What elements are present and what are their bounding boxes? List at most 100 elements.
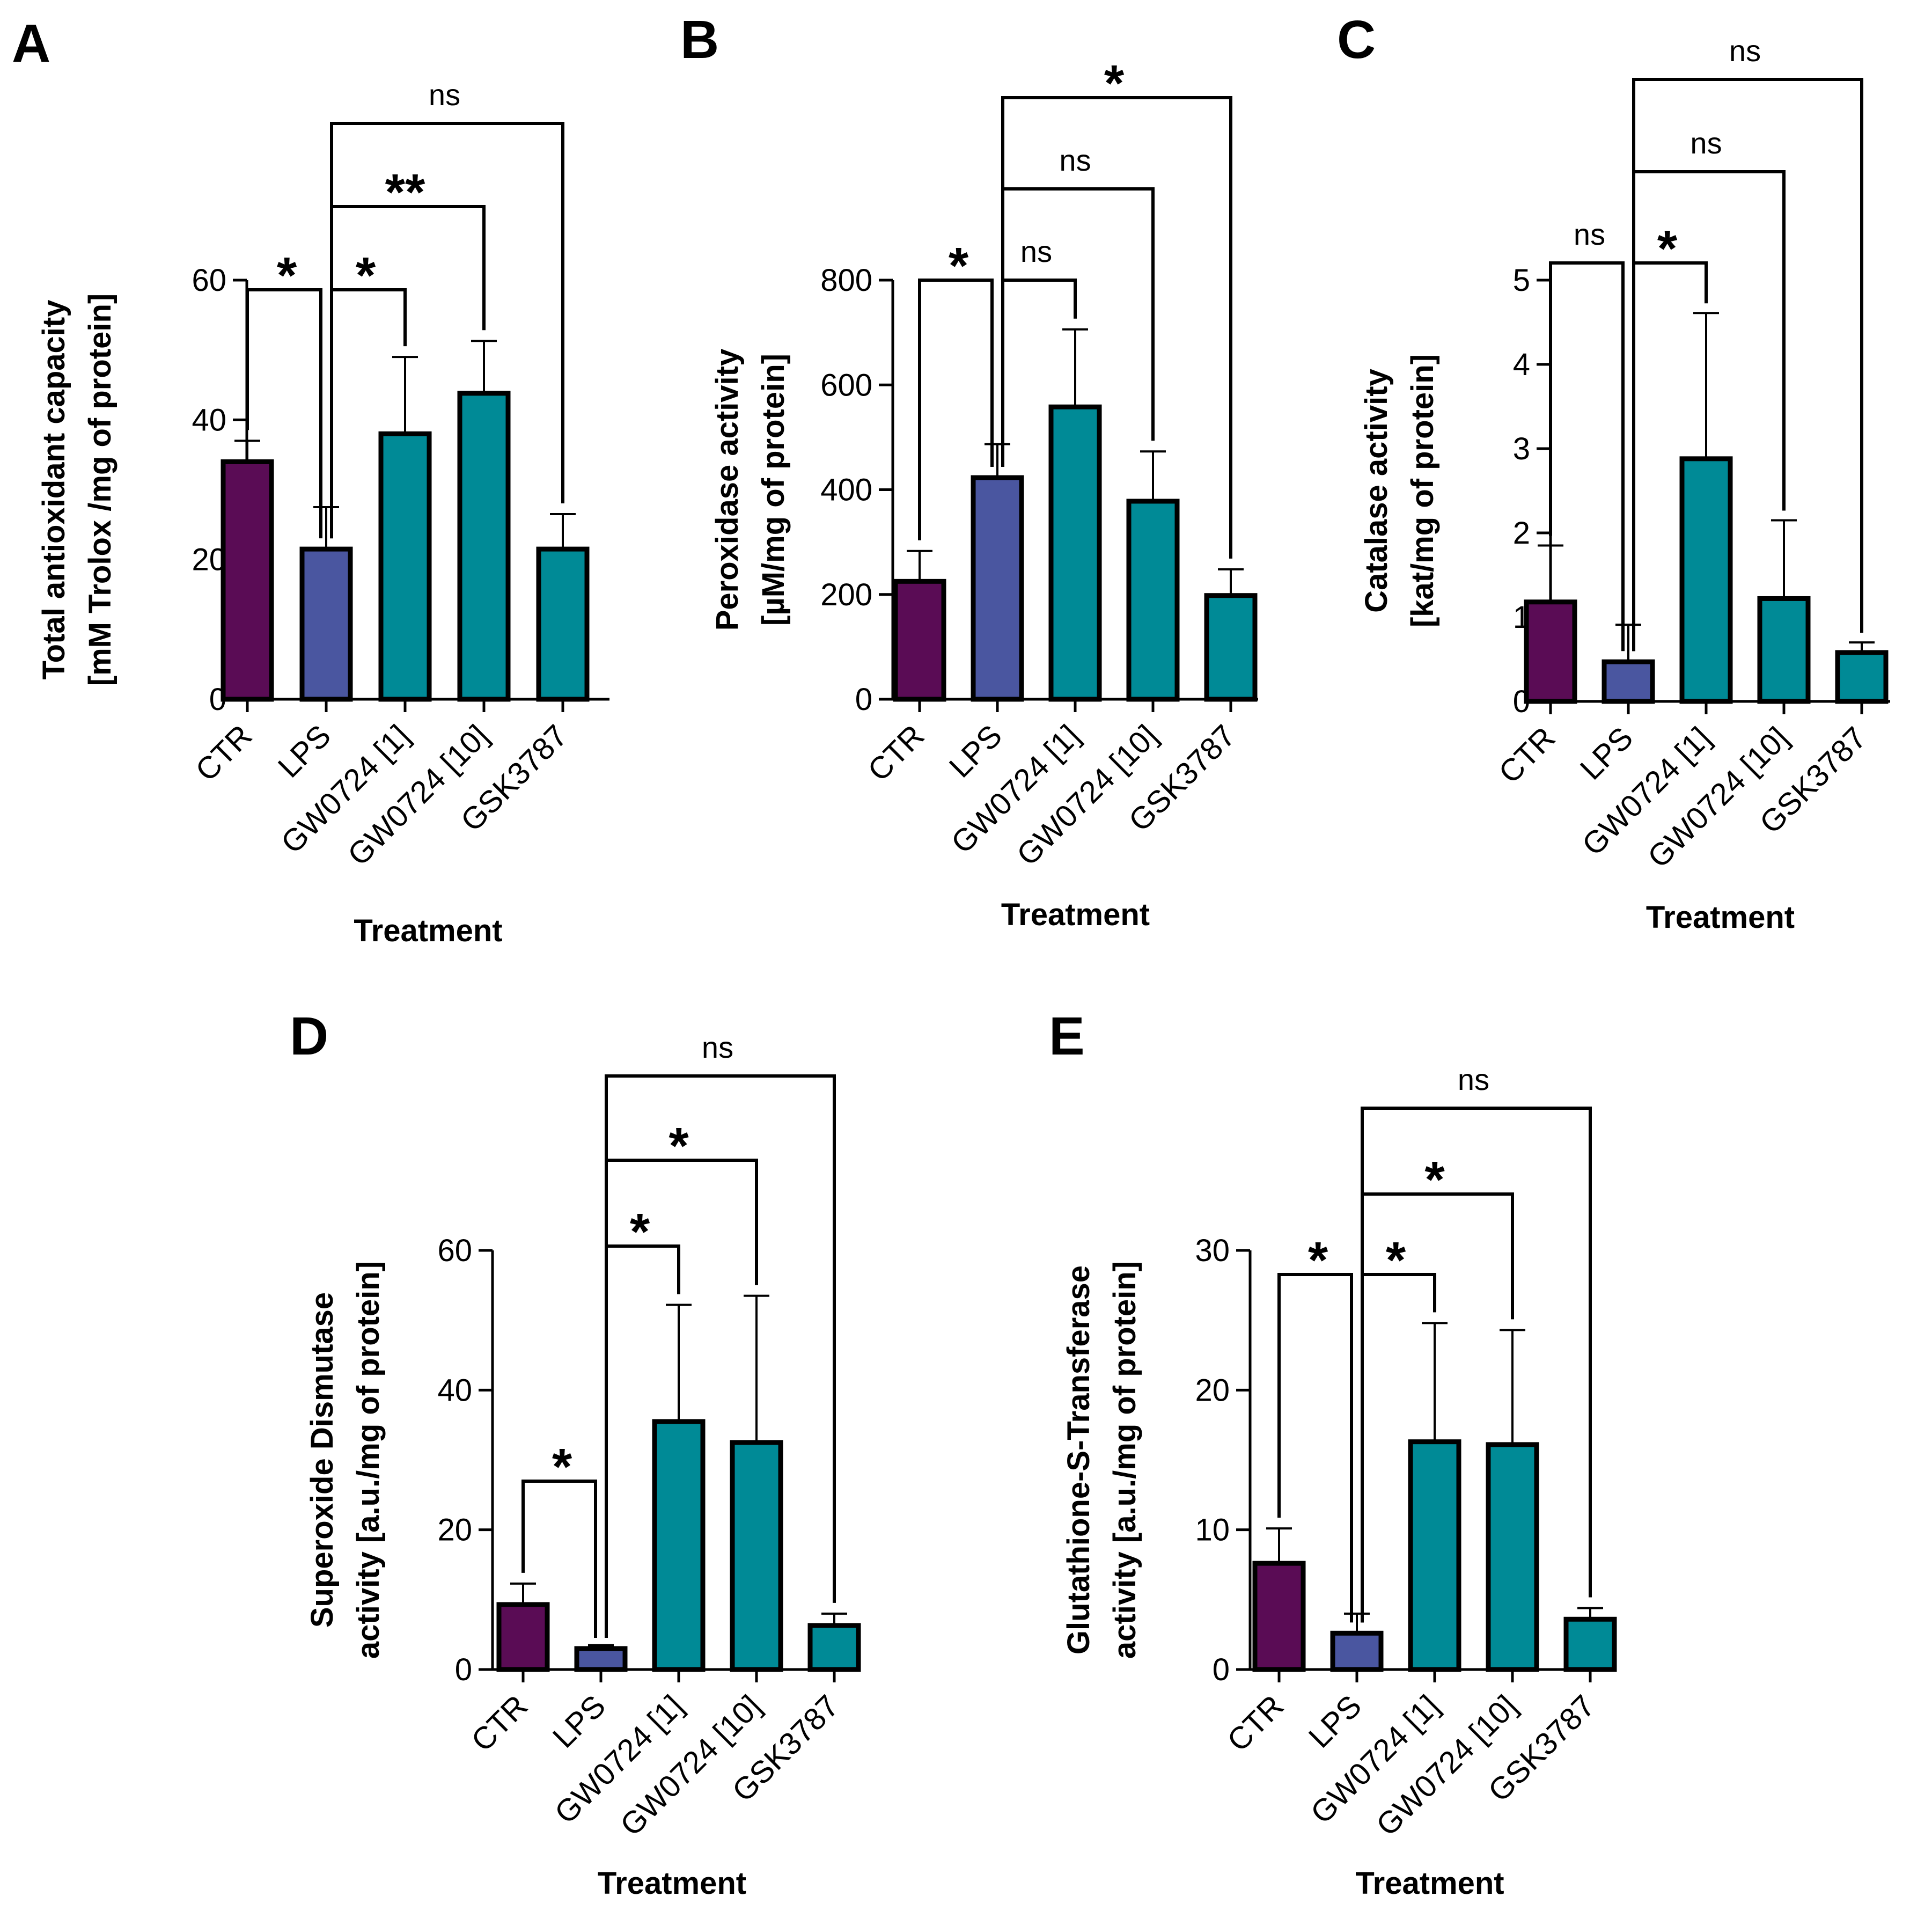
panel-letter: E: [1049, 1006, 1085, 1066]
y-tick-label: 20: [437, 1513, 472, 1548]
significance-label: ns: [1059, 143, 1091, 177]
x-axis-title: Treatment: [1646, 900, 1795, 935]
x-tick-label: LPS: [546, 1688, 612, 1754]
y-tick-label: 600: [820, 368, 872, 402]
bar-gw0724-10: [1757, 596, 1811, 704]
bar-gw0724-1: [378, 431, 432, 702]
y-tick-label: 20: [1195, 1373, 1230, 1408]
x-tick-label: LPS: [943, 718, 1009, 784]
bar-gw0724-10: [457, 391, 511, 702]
bar-lps: [971, 475, 1024, 702]
significance-bracket: [1001, 96, 1232, 559]
x-tick-label: LPS: [271, 718, 337, 784]
y-tick-label: 0: [455, 1652, 472, 1687]
significance-label: ns: [1020, 235, 1052, 268]
y-axis-title-line: [mM Trolox /mg of protein]: [83, 294, 117, 686]
bar-gw0724-1: [1679, 456, 1733, 704]
bar-gsk3787: [1204, 593, 1258, 702]
significance-label: **: [385, 164, 425, 221]
significance-label: ns: [1690, 126, 1722, 160]
y-axis-title-line: activity [a.u./mg of protein]: [1107, 1261, 1142, 1659]
bar-gw0724-10: [730, 1440, 783, 1672]
y-tick-label: 20: [192, 543, 226, 577]
significance-bracket: [1277, 1273, 1353, 1623]
y-tick-label: 3: [1513, 431, 1530, 466]
significance-label: ns: [702, 1030, 733, 1064]
bar-ctr: [893, 579, 946, 702]
significance-bracket: [605, 1074, 836, 1638]
x-tick-label: LPS: [1302, 1688, 1368, 1754]
bar-gw0724-10: [1126, 499, 1180, 702]
significance-label: *: [277, 247, 297, 304]
y-axis-title-line: Superoxide Dismutase: [305, 1292, 340, 1628]
significance-label: *: [356, 247, 376, 304]
y-tick-label: 0: [1213, 1652, 1230, 1687]
x-tick-label: CTR: [465, 1688, 534, 1758]
bar-ctr: [1524, 599, 1577, 704]
significance-label: *: [1104, 55, 1125, 112]
x-axis-title: Treatment: [354, 913, 502, 948]
y-axis-title-line: Glutathione-S-Transferase: [1061, 1265, 1096, 1654]
significance-label: *: [1424, 1151, 1445, 1209]
significance-bracket: [1632, 78, 1863, 651]
significance-bracket: [1361, 1107, 1592, 1623]
bar-lps: [1330, 1630, 1384, 1672]
y-tick-label: 0: [855, 682, 872, 717]
y-tick-label: 200: [820, 577, 872, 612]
significance-label: *: [669, 1117, 689, 1175]
y-axis-title-line: Peroxidase activity: [710, 349, 745, 631]
y-axis-title-line: [µM/mg of protein]: [756, 354, 791, 626]
y-tick-label: 40: [192, 402, 226, 437]
significance-label: ns: [429, 78, 460, 112]
x-axis-title: Treatment: [1355, 1866, 1504, 1901]
panel-letter: A: [12, 13, 50, 74]
y-tick-label: 800: [820, 263, 872, 298]
bar-lps: [574, 1646, 628, 1672]
x-tick-label: CTR: [1221, 1688, 1290, 1758]
y-tick-label: 60: [437, 1233, 472, 1268]
bar-ctr: [1252, 1561, 1306, 1672]
y-axis-title-line: Catalase activity: [1359, 369, 1394, 613]
significance-bracket: [330, 122, 564, 539]
significance-bracket: [1549, 261, 1625, 651]
bar-ctr: [221, 459, 274, 702]
bar-gsk3787: [807, 1623, 861, 1672]
x-tick-label: CTR: [189, 718, 259, 788]
bar-gsk3787: [1563, 1616, 1617, 1672]
x-tick-label: CTR: [861, 718, 931, 788]
x-axis-title: Treatment: [598, 1866, 746, 1901]
bar-gw0724-1: [652, 1419, 706, 1672]
bar-gw0724-1: [1408, 1439, 1461, 1672]
significance-bracket: [246, 288, 322, 539]
significance-label: *: [552, 1438, 572, 1496]
significance-label: ns: [1729, 34, 1761, 68]
y-tick-label: 60: [192, 263, 226, 298]
y-tick-label: 4: [1513, 347, 1530, 382]
significance-label: ns: [1458, 1063, 1489, 1096]
y-axis-title-line: Total antioxidant capacity: [36, 300, 71, 680]
significance-bracket: [521, 1480, 597, 1638]
bar-lps: [299, 546, 353, 702]
panel-letter: C: [1337, 10, 1376, 70]
bar-gw0724-1: [1048, 404, 1102, 702]
x-tick-label: CTR: [1492, 720, 1562, 790]
significance-label: *: [630, 1203, 650, 1261]
significance-label: *: [1657, 220, 1678, 277]
significance-bracket: [918, 279, 994, 540]
bar-lps: [1602, 659, 1655, 704]
x-axis-title: Treatment: [1001, 897, 1150, 932]
y-tick-label: 10: [1195, 1513, 1230, 1548]
x-tick-label: LPS: [1574, 720, 1640, 786]
significance-label: *: [1386, 1232, 1406, 1289]
y-axis-title-line: activity [a.u./mg of protein]: [351, 1261, 386, 1659]
y-axis-title-line: [kat/mg of protein]: [1405, 354, 1440, 627]
bar-gsk3787: [536, 546, 590, 702]
significance-label: ns: [1574, 217, 1605, 251]
y-tick-label: 2: [1513, 516, 1530, 551]
